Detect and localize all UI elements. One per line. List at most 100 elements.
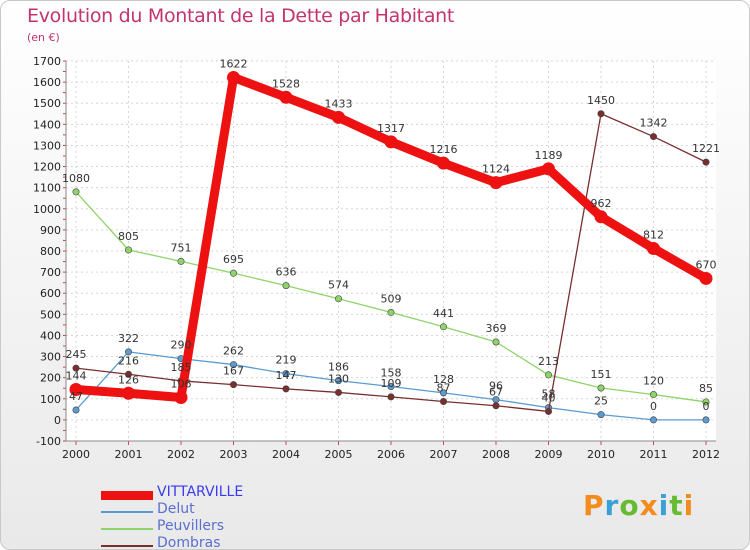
data-point-peuvillers [597,384,605,392]
y-tick-label: 1000 [33,203,61,216]
logo-letter: t [669,489,684,522]
x-tick-label: 2006 [377,448,405,461]
data-label-dombras: 245 [66,348,87,361]
data-point-peuvillers [544,371,552,379]
data-point-peuvillers [439,323,447,331]
data-label-vittarville: 670 [696,258,717,271]
data-point-dombras [282,385,290,393]
data-label-peuvillers: 805 [118,230,139,243]
legend-swatch [101,545,153,547]
data-point-vittarville [332,110,345,124]
data-label-peuvillers: 151 [591,368,612,381]
data-point-vittarville [542,162,555,176]
data-label-delut: 262 [223,345,244,358]
data-label-dombras: 67 [489,386,503,399]
y-tick-label: 1600 [33,76,61,89]
data-point-dombras [492,402,500,410]
data-label-vittarville: 126 [118,373,139,386]
data-label-vittarville: 144 [66,369,87,382]
data-point-peuvillers [649,391,657,399]
data-point-dombras [387,393,395,401]
data-label-peuvillers: 509 [381,292,402,305]
logo-letter: i [658,489,670,522]
data-label-peuvillers: 213 [538,355,559,368]
data-label-delut: 158 [381,367,402,380]
y-tick-label: 900 [40,224,61,237]
data-point-peuvillers [72,188,80,196]
data-label-dombras: 216 [118,354,139,367]
proxiti-logo: Proxiti [583,489,694,522]
data-point-delut [597,411,605,419]
legend-swatch [101,528,153,530]
data-point-delut [334,377,342,385]
y-tick-label: 400 [40,329,61,342]
data-point-delut [649,416,657,424]
data-label-delut: 290 [171,339,192,352]
data-label-dombras: 1450 [587,94,615,107]
data-label-dombras: 1221 [692,142,720,155]
data-label-vittarville: 812 [643,228,664,241]
data-point-vittarville [384,135,398,149]
data-point-delut [387,383,395,391]
data-point-vittarville [174,391,188,405]
data-label-vittarville: 1528 [272,77,300,90]
y-tick-label: 1500 [33,97,61,110]
x-tick-label: 2009 [535,448,563,461]
data-label-vittarville: 106 [171,378,192,391]
data-label-vittarville: 1216 [430,143,458,156]
data-label-vittarville: 1433 [325,97,353,110]
data-label-delut: 186 [328,361,349,374]
data-point-vittarville [594,210,608,224]
y-tick-label: 100 [40,393,61,406]
y-tick-label: -100 [36,435,61,448]
y-tick-label: 500 [40,308,61,321]
logo-letter: P [583,489,605,522]
data-point-delut [72,406,80,414]
data-point-vittarville [69,382,83,396]
data-point-vittarville [437,156,450,170]
data-label-delut: 58 [542,388,556,401]
y-tick-label: 1400 [33,118,61,131]
data-point-dombras [702,158,710,166]
data-point-peuvillers [230,269,238,277]
y-tick-label: 800 [40,245,61,258]
legend-label: Dombras [157,535,221,550]
data-label-peuvillers: 85 [699,382,713,395]
data-label-dombras: 109 [381,377,402,390]
logo-letter: i [683,489,695,522]
x-tick-label: 2001 [115,448,143,461]
y-tick-label: 300 [40,351,61,364]
legend-swatch [101,511,153,513]
data-label-dombras: 130 [328,372,349,385]
data-label-delut: 25 [594,395,608,408]
data-label-peuvillers: 751 [171,241,192,254]
data-label-vittarville: 1189 [535,149,563,162]
y-tick-label: 1700 [33,55,61,68]
x-tick-label: 2005 [325,448,353,461]
data-label-dombras: 40 [542,391,556,404]
y-tick-label: 600 [40,287,61,300]
data-point-dombras [649,133,657,141]
data-point-peuvillers [177,257,185,265]
data-point-delut [125,348,133,356]
data-point-dombras [439,398,447,406]
x-tick-label: 2000 [62,448,90,461]
data-label-vittarville: 1317 [377,122,405,135]
logo-letter: o [619,489,640,522]
legend-label: Delut [157,501,195,517]
x-tick-label: 2011 [640,448,668,461]
data-point-dombras [125,370,133,378]
legend-label: VITTARVILLE [157,484,244,500]
data-label-peuvillers: 120 [643,375,664,388]
x-tick-label: 2010 [587,448,615,461]
data-point-peuvillers [334,295,342,303]
data-point-dombras [334,388,342,396]
data-point-vittarville [279,90,293,104]
data-point-vittarville [122,386,135,400]
data-label-dombras: 167 [223,365,244,378]
y-tick-label: 200 [40,372,61,385]
data-point-dombras [72,364,80,372]
data-point-vittarville [227,70,240,84]
data-label-peuvillers: 1080 [62,172,90,185]
